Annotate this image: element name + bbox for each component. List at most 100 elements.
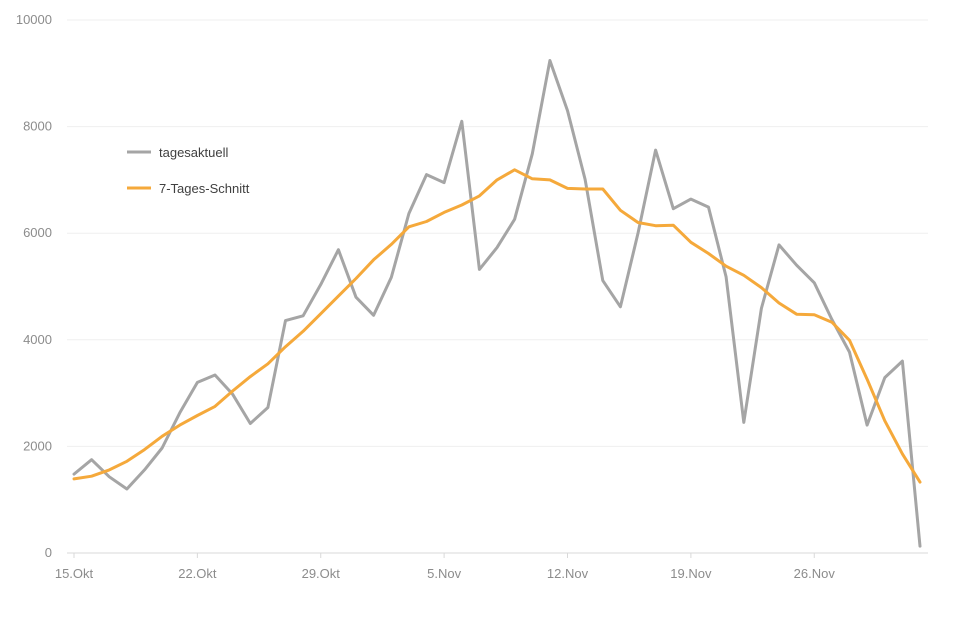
series-line: [72, 168, 922, 484]
data-point: [478, 268, 481, 271]
data-point: [161, 435, 164, 438]
y-tick-label: 4000: [23, 332, 52, 347]
data-point: [531, 177, 534, 180]
data-point: [672, 207, 675, 210]
data-point: [108, 468, 111, 471]
data-point: [707, 206, 710, 209]
data-point: [355, 296, 357, 299]
x-axis-ticks: [73, 553, 815, 558]
data-point: [689, 241, 692, 244]
data-point: [425, 173, 428, 176]
data-point: [866, 424, 869, 427]
data-point: [460, 204, 463, 206]
data-point: [178, 411, 181, 414]
data-point: [73, 477, 75, 480]
data-point: [496, 246, 498, 249]
legend: tagesaktuell 7-Tages-Schnitt: [127, 145, 250, 196]
gridlines: [67, 19, 928, 447]
data-point: [73, 473, 75, 476]
data-point: [125, 488, 128, 490]
data-point: [407, 225, 410, 228]
data-point: [919, 545, 921, 548]
data-point: [689, 198, 692, 201]
data-point: [478, 194, 481, 197]
data-point: [795, 313, 798, 316]
data-point: [407, 212, 410, 215]
data-point: [161, 447, 164, 449]
data-point: [778, 243, 780, 246]
x-tick-label: 22.Okt: [178, 566, 217, 581]
data-point: [654, 224, 657, 227]
y-axis-tick-labels: 0 2000 4000 6000 8000 10000: [16, 12, 52, 560]
data-point: [566, 187, 569, 190]
data-point: [143, 448, 146, 451]
y-tick-label: 0: [45, 545, 52, 560]
data-point: [196, 414, 199, 417]
data-point: [513, 218, 516, 221]
data-point: [901, 452, 904, 455]
data-point: [249, 422, 252, 425]
data-point: [742, 274, 745, 277]
data-point: [619, 209, 622, 212]
data-point: [372, 258, 375, 261]
data-point: [795, 264, 798, 267]
data-point: [214, 374, 216, 376]
data-point: [813, 281, 816, 284]
data-point: [125, 460, 128, 463]
data-point: [813, 313, 816, 316]
x-tick-label: 5.Nov: [427, 566, 461, 581]
data-point: [231, 393, 234, 396]
data-point: [372, 314, 375, 317]
data-point: [866, 378, 869, 381]
data-point: [266, 406, 269, 409]
data-point: [654, 149, 657, 152]
data-point: [707, 252, 710, 255]
data-point: [883, 419, 886, 422]
data-point: [496, 178, 498, 181]
y-tick-label: 6000: [23, 225, 52, 240]
data-point: [742, 421, 745, 424]
series-line: [72, 59, 922, 548]
data-point: [443, 181, 446, 184]
data-point: [601, 279, 604, 282]
data-point: [302, 314, 305, 317]
data-point: [531, 152, 534, 155]
data-point: [266, 362, 269, 365]
data-point: [637, 232, 639, 235]
data-point: [883, 376, 886, 379]
y-tick-label: 8000: [23, 119, 52, 134]
data-point: [460, 120, 463, 123]
data-point: [231, 390, 234, 392]
data-point: [337, 248, 340, 251]
data-point: [249, 375, 252, 378]
legend-label: 7-Tages-Schnitt: [159, 181, 250, 196]
data-point: [355, 277, 357, 280]
legend-label: tagesaktuell: [159, 145, 228, 160]
data-point: [90, 475, 93, 478]
series-tagesaktuell: [72, 59, 922, 548]
data-point: [390, 276, 393, 279]
data-point: [143, 468, 146, 471]
series-7-tages-schnitt: [72, 168, 922, 484]
data-point: [443, 211, 446, 214]
data-point: [390, 243, 393, 246]
x-tick-label: 19.Nov: [670, 566, 712, 581]
data-point: [830, 318, 833, 321]
x-tick-label: 26.Nov: [794, 566, 836, 581]
data-point: [584, 188, 587, 190]
data-point: [830, 321, 833, 324]
x-tick-label: 15.Okt: [55, 566, 94, 581]
data-point: [725, 275, 728, 278]
data-point: [760, 307, 763, 310]
data-point: [337, 295, 340, 298]
x-axis-tick-labels: 15.Okt 22.Okt 29.Okt 5.Nov 12.Nov 19.Nov 26.No…: [55, 566, 835, 581]
data-point: [425, 220, 428, 223]
series-lines: [72, 59, 922, 548]
data-point: [90, 458, 93, 461]
data-point: [319, 283, 322, 286]
data-point: [284, 319, 287, 322]
data-point: [619, 305, 622, 308]
data-point: [108, 475, 111, 478]
data-point: [548, 59, 551, 62]
